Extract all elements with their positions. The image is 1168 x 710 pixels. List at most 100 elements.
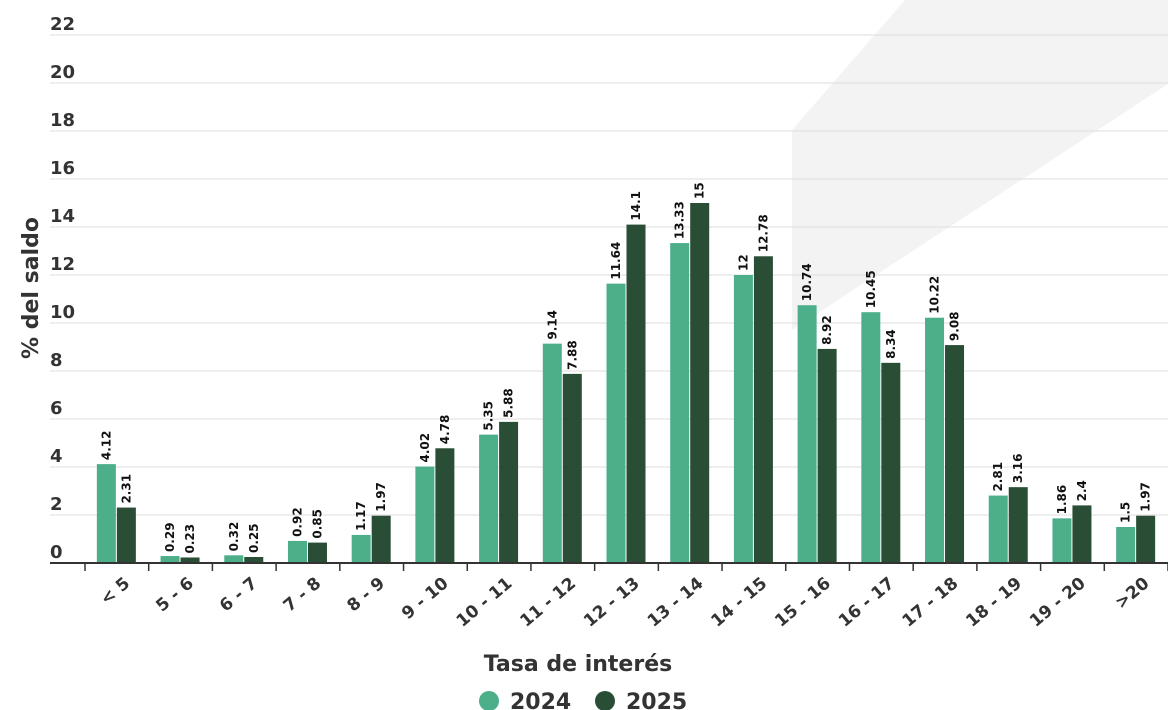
data-label-2024: 4.12	[99, 431, 113, 461]
x-tick-label: 19 - 20	[1026, 573, 1090, 631]
legend-marker-2025	[595, 691, 615, 710]
x-tick-label: 16 - 17	[835, 574, 899, 632]
data-label-2025: 14.1	[629, 191, 643, 221]
bar-2024	[160, 556, 180, 563]
data-label-2025: 1.97	[374, 482, 388, 512]
bar-2025	[1136, 515, 1156, 563]
x-tick-label: 12 - 13	[580, 574, 644, 632]
data-label-2024: 4.02	[418, 433, 432, 463]
x-tick-label: 18 - 19	[962, 574, 1026, 632]
data-label-2025: 8.34	[884, 329, 898, 359]
bar-2025	[116, 507, 136, 563]
data-label-2025: 0.85	[310, 509, 324, 539]
legend-label-2025: 2025	[626, 690, 687, 710]
bar-2025	[753, 256, 773, 563]
bar-2024	[224, 555, 244, 563]
bar-2025	[1008, 487, 1028, 563]
y-tick-label: 10	[50, 302, 75, 323]
bar-2024	[670, 243, 690, 563]
y-tick-label: 16	[50, 158, 75, 179]
bar-2025	[307, 542, 327, 563]
data-label-2024: 1.86	[1055, 485, 1069, 515]
x-tick-label: 17 - 18	[899, 574, 963, 632]
bar-2024	[287, 540, 307, 563]
data-label-2025: 4.78	[438, 415, 452, 445]
bar-2024	[1116, 527, 1136, 563]
x-tick-label: 9 - 10	[398, 573, 453, 623]
x-tick-label: 13 - 14	[644, 573, 708, 631]
y-tick-label: 4	[50, 446, 63, 467]
data-label-2024: 0.29	[163, 522, 177, 552]
data-label-2024: 13.33	[673, 201, 687, 239]
bar-2025	[562, 373, 582, 563]
data-label-2025: 15	[693, 182, 707, 199]
y-tick-label: 14	[50, 206, 75, 227]
data-label-2024: 10.45	[864, 270, 878, 308]
bar-2025	[690, 203, 710, 563]
bar-2024	[1052, 518, 1072, 563]
bar-2025	[626, 224, 646, 563]
data-label-2024: 10.22	[928, 276, 942, 314]
data-label-2025: 5.88	[502, 388, 516, 418]
background-watermark-shape	[792, 0, 1168, 330]
data-label-2025: 1.97	[1139, 482, 1153, 512]
data-label-2025: 7.88	[565, 340, 579, 370]
data-label-2024: 11.64	[609, 242, 623, 280]
bar-2025	[435, 448, 455, 563]
y-tick-label: 20	[50, 62, 75, 83]
data-label-2024: 2.81	[991, 462, 1005, 492]
bar-2024	[861, 312, 881, 563]
y-tick-label: 0	[50, 542, 63, 563]
bar-2025	[817, 348, 837, 563]
data-label-2024: 0.92	[290, 507, 304, 537]
x-tick-label: 15 - 16	[771, 574, 835, 632]
bar-2024	[96, 464, 116, 563]
bar-2025	[180, 557, 200, 563]
data-label-2024: 5.35	[482, 401, 496, 431]
data-label-2025: 2.4	[1075, 480, 1089, 501]
y-tick-label: 12	[50, 254, 75, 275]
data-label-2024: 9.14	[545, 310, 559, 340]
bar-2024	[797, 305, 817, 563]
bar-2024	[415, 466, 435, 563]
x-tick-label: 5 - 6	[152, 574, 197, 617]
data-label-2025: 12.78	[756, 214, 770, 252]
bar-2025	[881, 362, 901, 563]
data-label-2024: 12	[736, 254, 750, 271]
bar-2024	[925, 317, 945, 563]
x-tick-label: 11 - 12	[516, 574, 580, 632]
data-label-2025: 8.92	[820, 315, 834, 345]
bars	[96, 203, 1156, 563]
data-labels: 4.12 2.31 0.29 0.23 0.32 0.25 0.92 0.85 1.17 1.97…	[99, 182, 1152, 553]
bar-2025	[371, 515, 391, 563]
y-tick-label: 22	[50, 14, 75, 35]
data-label-2025: 2.31	[119, 474, 133, 504]
data-label-2024: 1.5	[1119, 502, 1133, 523]
bar-2025	[1072, 505, 1092, 563]
bar-2024	[542, 343, 562, 563]
bar-2025	[244, 557, 264, 563]
y-tick-label: 18	[50, 110, 75, 131]
legend: 2024 2025	[479, 690, 687, 710]
y-tick-label: 2	[50, 494, 63, 515]
x-tick-label: >20	[1111, 573, 1153, 613]
x-tick-label: 8 - 9	[343, 574, 388, 617]
data-label-2025: 9.08	[948, 311, 962, 341]
data-label-2025: 0.25	[247, 523, 261, 553]
bar-2025	[499, 421, 519, 563]
y-axis-title: % del saldo	[19, 217, 44, 359]
x-axis-title: Tasa de interés	[484, 652, 672, 677]
data-label-2024: 0.32	[227, 522, 241, 552]
data-label-2024: 1.17	[354, 501, 368, 531]
bar-2024	[733, 275, 753, 563]
x-tick-label: 14 - 15	[708, 574, 772, 632]
bar-2024	[988, 495, 1008, 563]
y-axis-ticks: 0 2 4 6 8 10 12 14 16 18 20 22	[50, 14, 75, 563]
x-tick-label: 6 - 7	[216, 574, 261, 617]
bar-2024	[479, 434, 499, 563]
y-tick-label: 6	[50, 398, 63, 419]
legend-marker-2024	[479, 691, 499, 710]
x-tick-label: 10 - 11	[453, 574, 517, 632]
x-tick-label: 7 - 8	[280, 574, 325, 617]
